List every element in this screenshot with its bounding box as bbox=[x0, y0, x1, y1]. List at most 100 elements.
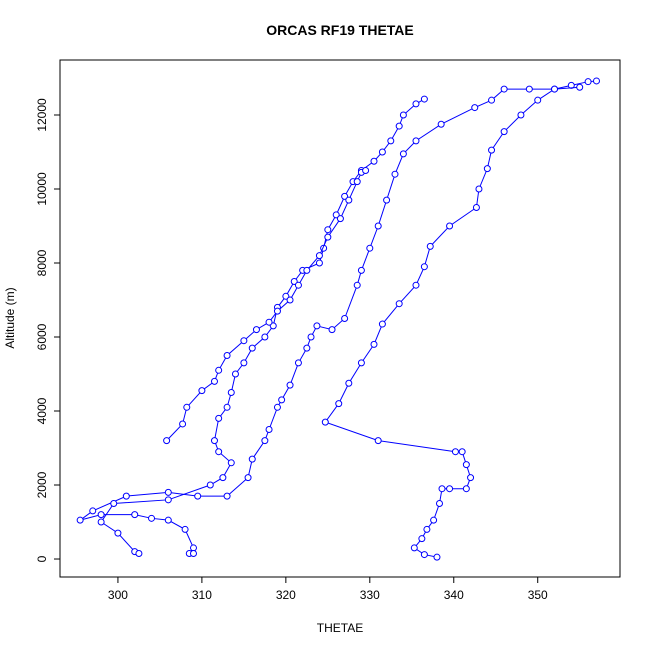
point bbox=[420, 95, 428, 103]
point bbox=[248, 344, 256, 352]
point bbox=[206, 481, 214, 489]
point bbox=[395, 122, 403, 130]
point bbox=[181, 525, 189, 533]
point bbox=[324, 226, 332, 234]
point bbox=[122, 492, 130, 500]
point bbox=[551, 85, 559, 93]
point bbox=[370, 157, 378, 165]
point bbox=[97, 511, 105, 519]
point bbox=[534, 96, 542, 104]
point bbox=[273, 307, 281, 315]
x-tick-label: 330 bbox=[360, 588, 380, 602]
point bbox=[420, 551, 428, 559]
point bbox=[410, 544, 418, 552]
point bbox=[303, 266, 311, 274]
point bbox=[183, 403, 191, 411]
point bbox=[412, 281, 420, 289]
point bbox=[324, 233, 332, 241]
point bbox=[567, 81, 575, 89]
point bbox=[135, 549, 143, 557]
point bbox=[265, 426, 273, 434]
series-line bbox=[324, 80, 597, 558]
point bbox=[357, 266, 365, 274]
point bbox=[378, 320, 386, 328]
point bbox=[462, 461, 470, 469]
point bbox=[412, 137, 420, 145]
point bbox=[164, 496, 172, 504]
point bbox=[335, 400, 343, 408]
point bbox=[374, 222, 382, 230]
point bbox=[378, 148, 386, 156]
point bbox=[471, 104, 479, 112]
point bbox=[458, 448, 466, 456]
point bbox=[210, 377, 218, 385]
point bbox=[584, 78, 592, 86]
point bbox=[345, 379, 353, 387]
chart-title: ORCAS RF19 THETAE bbox=[266, 22, 414, 38]
point bbox=[315, 252, 323, 260]
point bbox=[227, 459, 235, 467]
point bbox=[435, 500, 443, 508]
point bbox=[420, 263, 428, 271]
point bbox=[261, 437, 269, 445]
point bbox=[399, 150, 407, 158]
x-tick-label: 340 bbox=[444, 588, 464, 602]
plot-frame bbox=[59, 59, 621, 578]
point bbox=[273, 403, 281, 411]
point bbox=[223, 492, 231, 500]
point bbox=[227, 389, 235, 397]
point bbox=[467, 474, 475, 482]
point bbox=[353, 178, 361, 186]
point bbox=[592, 77, 600, 85]
point bbox=[357, 359, 365, 367]
point bbox=[462, 485, 470, 493]
point bbox=[210, 437, 218, 445]
point bbox=[483, 165, 491, 173]
x-tick-label: 350 bbox=[528, 588, 548, 602]
point bbox=[76, 516, 84, 524]
point bbox=[163, 437, 171, 445]
point bbox=[418, 535, 426, 543]
point bbox=[430, 516, 438, 524]
point bbox=[294, 359, 302, 367]
point bbox=[215, 448, 223, 456]
point bbox=[423, 525, 431, 533]
point bbox=[488, 146, 496, 154]
point bbox=[576, 83, 584, 91]
point bbox=[303, 344, 311, 352]
point bbox=[391, 170, 399, 178]
point bbox=[412, 100, 420, 108]
point bbox=[286, 296, 294, 304]
point bbox=[433, 553, 441, 561]
point bbox=[362, 166, 370, 174]
point bbox=[446, 485, 454, 493]
point bbox=[446, 222, 454, 230]
y-tick-label: 6000 bbox=[35, 323, 49, 350]
point bbox=[341, 315, 349, 322]
point bbox=[240, 337, 248, 345]
point bbox=[488, 96, 496, 104]
point bbox=[215, 366, 223, 374]
x-tick-label: 310 bbox=[192, 588, 212, 602]
point bbox=[395, 300, 403, 308]
point bbox=[194, 492, 202, 500]
point bbox=[164, 488, 172, 496]
point bbox=[114, 529, 122, 537]
point bbox=[131, 511, 139, 519]
point bbox=[353, 281, 361, 289]
point bbox=[148, 514, 156, 522]
point bbox=[328, 326, 336, 334]
y-axis-label: Altitude (m) bbox=[3, 287, 17, 348]
point bbox=[336, 215, 344, 223]
point bbox=[240, 359, 248, 367]
point bbox=[475, 185, 483, 193]
point bbox=[219, 474, 227, 482]
point bbox=[265, 318, 273, 326]
point bbox=[244, 474, 252, 482]
point bbox=[426, 242, 434, 250]
point bbox=[374, 437, 382, 445]
point bbox=[278, 396, 286, 404]
point bbox=[517, 111, 525, 119]
point bbox=[110, 500, 118, 508]
